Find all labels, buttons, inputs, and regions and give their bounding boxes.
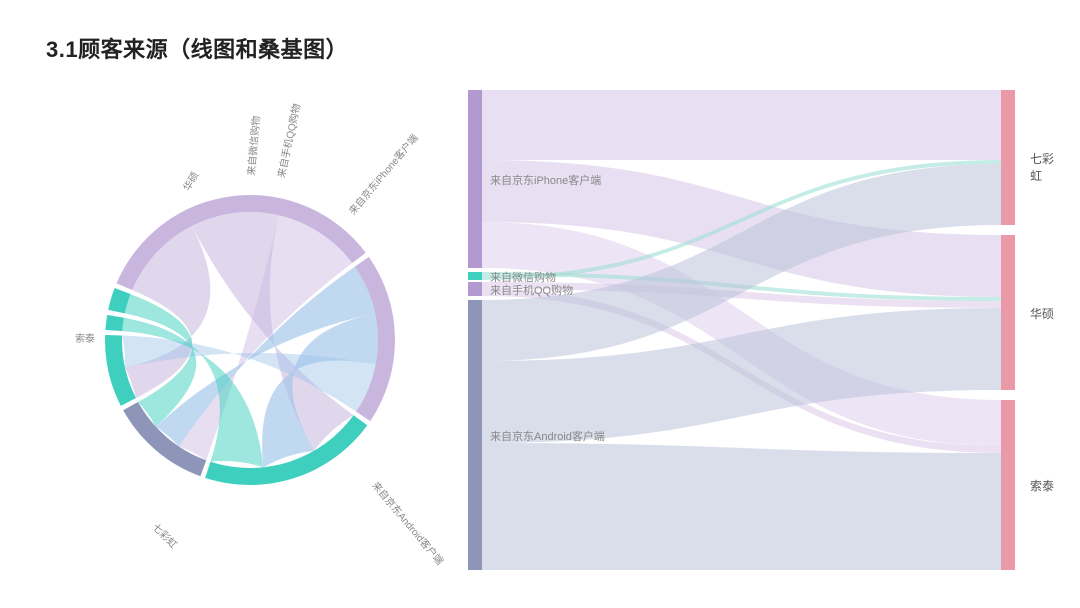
chord-arc [105, 315, 124, 331]
sankey-source-node [468, 282, 482, 296]
sankey-source-label: 来自京东iPhone客户端 [490, 172, 601, 188]
sankey-target-node [1001, 90, 1015, 225]
sankey-target-label: 七彩虹 [1030, 150, 1065, 184]
sankey-source-node [468, 90, 482, 268]
chord-label: 索泰 [75, 330, 95, 345]
sankey-source-label: 来自手机QQ购物 [490, 282, 573, 298]
sankey-target-node [1001, 400, 1015, 570]
sankey-link [482, 90, 1001, 160]
sankey-target-label: 华硕 [1030, 305, 1054, 322]
sankey-target-node [1001, 235, 1015, 390]
sankey-target-label: 索泰 [1030, 477, 1054, 494]
sankey-source-node [468, 300, 482, 570]
chord-chart: 华硕索泰七彩虹来自京东Android客户端来自京东iPhone客户端来自微信购物… [60, 150, 440, 530]
sankey-svg [460, 80, 1065, 580]
chord-svg [60, 150, 440, 530]
sankey-link [482, 443, 1001, 570]
sankey-source-node [468, 272, 482, 280]
chart-area: 华硕索泰 七彩虹来自京东Android客户端来自京东iPhone客户端来自微信购物… [0, 80, 1080, 600]
sankey-source-label: 来自京东Android客户端 [490, 428, 605, 444]
page-title: 3.1顾客来源（线图和桑基图） [46, 32, 348, 64]
sankey-chart: 来自京东iPhone客户端来自微信购物来自手机QQ购物来自京东Android客户… [460, 80, 1065, 580]
